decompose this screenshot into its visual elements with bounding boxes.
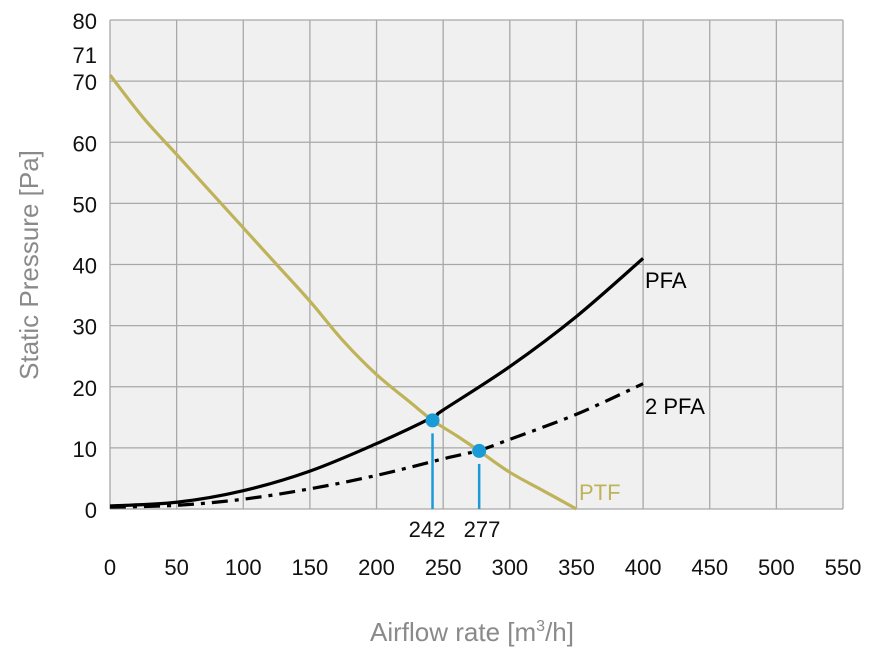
x-axis-title-main: Airflow rate [m <box>370 617 536 647</box>
x-tick-label: 250 <box>425 555 462 580</box>
x-tick-label: 400 <box>625 555 662 580</box>
intersection-label-242: 242 <box>409 517 446 542</box>
x-tick-label: 300 <box>491 555 528 580</box>
series-label-pfa: PFA <box>645 268 687 293</box>
series-label-2pfa: 2 PFA <box>645 394 705 419</box>
y-tick-label: 60 <box>73 131 97 156</box>
intersection-marker <box>425 413 440 428</box>
x-tick-label: 50 <box>164 555 188 580</box>
y-tick-label: 20 <box>73 376 97 401</box>
x-tick-label: 100 <box>225 555 262 580</box>
series-line-ptf <box>108 74 578 511</box>
y-tick-label: 0 <box>85 498 97 523</box>
y-tick-label: 80 <box>73 9 97 34</box>
x-tick-label: 550 <box>825 555 862 580</box>
series-line-pfa <box>109 257 645 508</box>
x-axis-title-sup: 3 <box>536 618 545 635</box>
y-tick-label: 50 <box>73 192 97 217</box>
series-line-2-pfa <box>109 382 644 509</box>
intersection-label-277: 277 <box>464 517 501 542</box>
y-axis-title: Static Pressure [Pa] <box>14 150 44 380</box>
intersection-marker <box>472 443 487 458</box>
y-tick-label: 40 <box>73 254 97 279</box>
x-axis-title: Airflow rate [m3/h] <box>370 617 574 647</box>
x-tick-label: 350 <box>558 555 595 580</box>
x-tick-label: 500 <box>758 555 795 580</box>
y-tick-label: 10 <box>73 437 97 462</box>
series-label-ptf: PTF <box>579 480 621 505</box>
y-tick-label: 70 <box>73 70 97 95</box>
x-tick-label: 200 <box>358 555 395 580</box>
y-tick-label: 30 <box>73 315 97 340</box>
y-annotation-71: 71 <box>73 43 97 68</box>
x-tick-label: 450 <box>691 555 728 580</box>
x-tick-label: 150 <box>292 555 329 580</box>
x-axis-title-end: /h] <box>545 617 574 647</box>
x-tick-label: 0 <box>104 555 116 580</box>
